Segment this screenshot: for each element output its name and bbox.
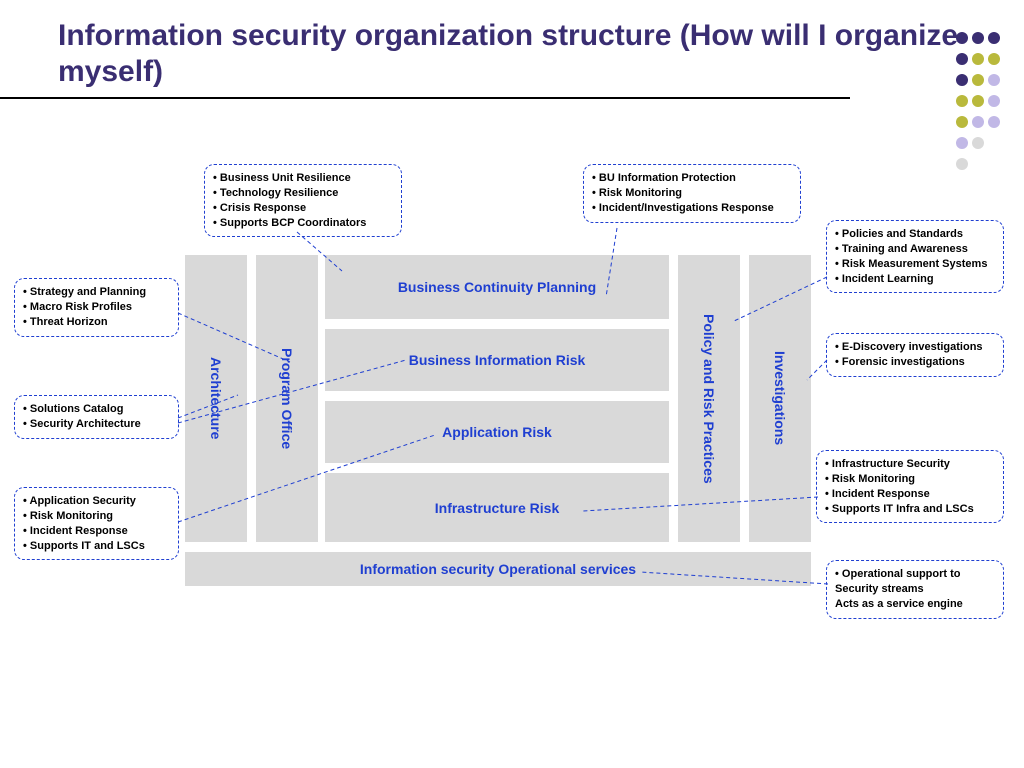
callout-c_ops: Operational support to Security streamsA…: [826, 560, 1004, 619]
block-program_office: Program Office: [256, 255, 318, 542]
block-app_risk: Application Risk: [325, 401, 669, 463]
block-bcp: Business Continuity Planning: [325, 255, 669, 319]
callout-c_infra: Infrastructure SecurityRisk MonitoringIn…: [816, 450, 1004, 523]
block-bir: Business Information Risk: [325, 329, 669, 391]
callout-c_bir: BU Information ProtectionRisk Monitoring…: [583, 164, 801, 223]
callout-c_bcp: Business Unit ResilienceTechnology Resil…: [204, 164, 402, 237]
title-underline: [0, 97, 850, 99]
block-architecture: Architecture: [185, 255, 247, 542]
decorative-dot-grid: [906, 30, 1002, 177]
callout-c_inv: E-Discovery investigations Forensic inve…: [826, 333, 1004, 377]
block-infra_risk: Infrastructure Risk: [325, 473, 669, 542]
callout-c_strategy: Strategy and PlanningMacro Risk Profiles…: [14, 278, 179, 337]
callout-c_app: Application SecurityRisk MonitoringIncid…: [14, 487, 179, 560]
block-investigations: Investigations: [749, 255, 811, 542]
callout-c_arch: Solutions CatalogSecurity Architecture: [14, 395, 179, 439]
callout-c_policy: Policies and StandardsTraining and Aware…: [826, 220, 1004, 293]
page-title: Information security organization struct…: [58, 18, 1024, 90]
block-policy: Policy and Risk Practices: [678, 255, 740, 542]
block-ops: Information security Operational service…: [185, 552, 811, 586]
